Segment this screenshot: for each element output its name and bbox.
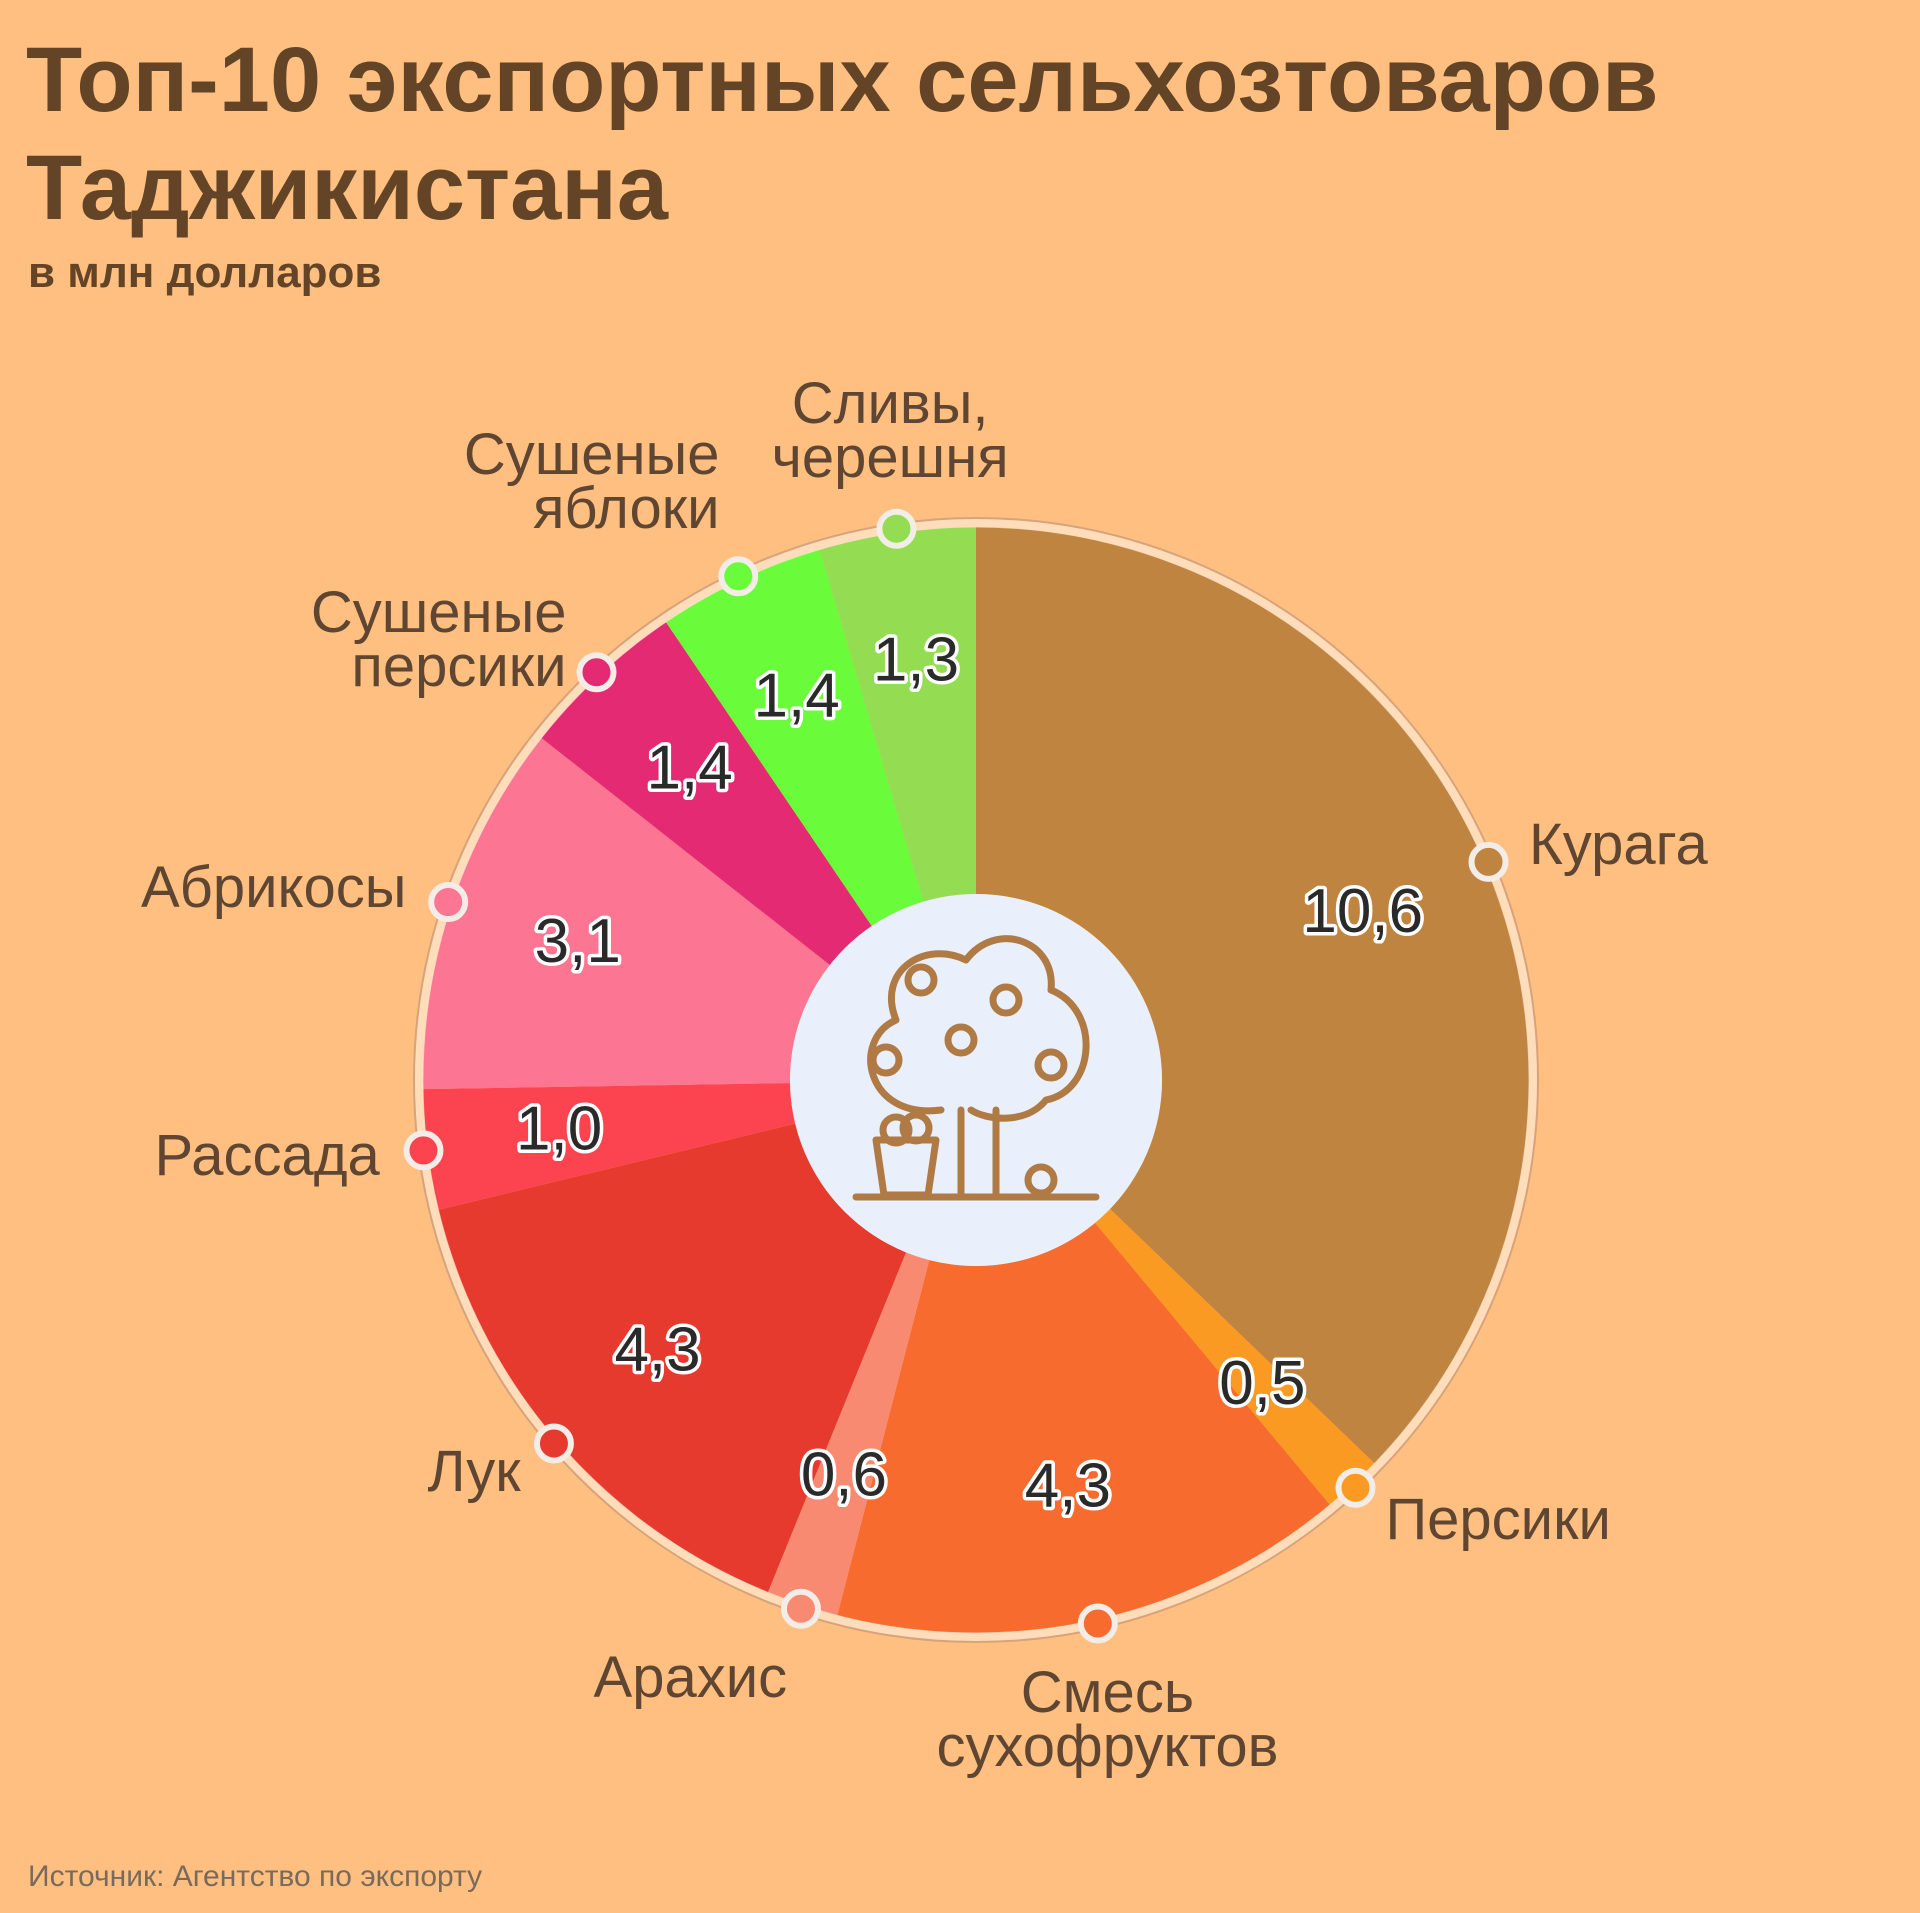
category-label: Смесь сухофруктов — [936, 1660, 1279, 1780]
marker-dot — [1335, 1467, 1376, 1508]
category-label: Арахис — [593, 1644, 788, 1710]
value-label: 3,1 — [535, 907, 621, 976]
value-label: 1,4 — [754, 661, 840, 730]
fruit — [989, 983, 1023, 1017]
tree-crown — [867, 935, 1090, 1122]
pie-slice — [423, 737, 830, 1090]
value-label: 0,5 — [1219, 1349, 1305, 1418]
fruit — [904, 963, 938, 997]
chart-subtitle: в млн долларов — [28, 248, 382, 297]
rim — [414, 518, 1538, 1642]
marker-dot — [1077, 1603, 1118, 1644]
tree-icon — [852, 935, 1100, 1201]
marker-dot — [718, 556, 759, 597]
category-label: Сушеные персики — [310, 580, 567, 700]
tree-trunk — [957, 1106, 1000, 1199]
fruit — [944, 1023, 978, 1057]
category-label: Персики — [1385, 1486, 1611, 1552]
marker-dot — [533, 1423, 574, 1464]
fruit — [899, 1111, 933, 1145]
pie-slice — [423, 1083, 796, 1210]
fruit — [869, 1043, 903, 1077]
category-label: Сушеные яблоки — [463, 422, 720, 542]
marker-dot — [576, 652, 617, 693]
pie-slice — [1095, 1208, 1375, 1505]
category-label: Рассада — [154, 1122, 380, 1188]
marker-dot — [780, 1588, 821, 1629]
value-label: 4,3 — [1025, 1451, 1111, 1520]
marker-dot — [403, 1130, 444, 1171]
value-label: 0,6 — [801, 1440, 887, 1509]
pie-slice — [819, 527, 976, 902]
rim-line — [413, 517, 1539, 1643]
pie-slice — [438, 1123, 907, 1593]
pie-slice — [665, 549, 924, 926]
pie-slice — [767, 1252, 930, 1616]
source-note: Источник: Агентство по экспорту — [28, 1860, 483, 1893]
category-label: Сливы, черешня — [771, 371, 1009, 491]
marker-dot — [1468, 841, 1509, 882]
pie-slice — [976, 527, 1529, 1464]
category-label: Лук — [427, 1439, 521, 1505]
value-label: 1,4 — [647, 734, 733, 803]
marker-dot — [428, 882, 469, 923]
chart-title: Топ-10 экспортных сельхозтоваров Таджики… — [26, 29, 1659, 239]
fruit — [1024, 1163, 1058, 1197]
value-label: 10,6 — [1302, 877, 1423, 946]
category-label: Абрикосы — [140, 854, 407, 920]
fruit — [879, 1113, 913, 1147]
pie-slice — [837, 1222, 1330, 1633]
pie-slice — [541, 622, 872, 965]
value-label: 4,3 — [614, 1316, 700, 1385]
value-label: 1,3 — [873, 625, 959, 694]
category-label: Курага — [1529, 811, 1708, 877]
value-label: 1,0 — [516, 1095, 602, 1164]
fruit — [1034, 1048, 1068, 1082]
marker-dot — [876, 508, 917, 549]
